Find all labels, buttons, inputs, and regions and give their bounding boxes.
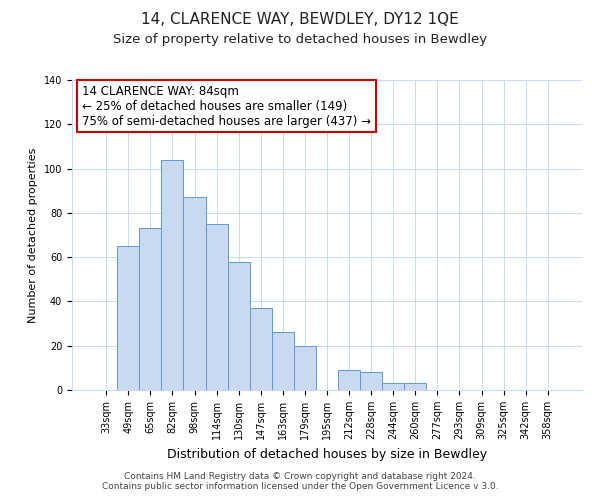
Bar — [206, 224, 227, 390]
Text: Contains HM Land Registry data © Crown copyright and database right 2024.: Contains HM Land Registry data © Crown c… — [124, 472, 476, 481]
Bar — [139, 228, 161, 390]
Bar — [294, 346, 316, 390]
Bar — [184, 198, 206, 390]
Bar — [161, 160, 184, 390]
Bar — [250, 308, 272, 390]
Y-axis label: Number of detached properties: Number of detached properties — [28, 148, 38, 322]
X-axis label: Distribution of detached houses by size in Bewdley: Distribution of detached houses by size … — [167, 448, 487, 460]
Text: 14, CLARENCE WAY, BEWDLEY, DY12 1QE: 14, CLARENCE WAY, BEWDLEY, DY12 1QE — [141, 12, 459, 28]
Bar — [404, 384, 427, 390]
Text: Size of property relative to detached houses in Bewdley: Size of property relative to detached ho… — [113, 32, 487, 46]
Text: 14 CLARENCE WAY: 84sqm
← 25% of detached houses are smaller (149)
75% of semi-de: 14 CLARENCE WAY: 84sqm ← 25% of detached… — [82, 84, 371, 128]
Bar — [227, 262, 250, 390]
Bar — [360, 372, 382, 390]
Text: Contains public sector information licensed under the Open Government Licence v : Contains public sector information licen… — [101, 482, 499, 491]
Bar — [338, 370, 360, 390]
Bar — [117, 246, 139, 390]
Bar — [382, 384, 404, 390]
Bar — [272, 332, 294, 390]
